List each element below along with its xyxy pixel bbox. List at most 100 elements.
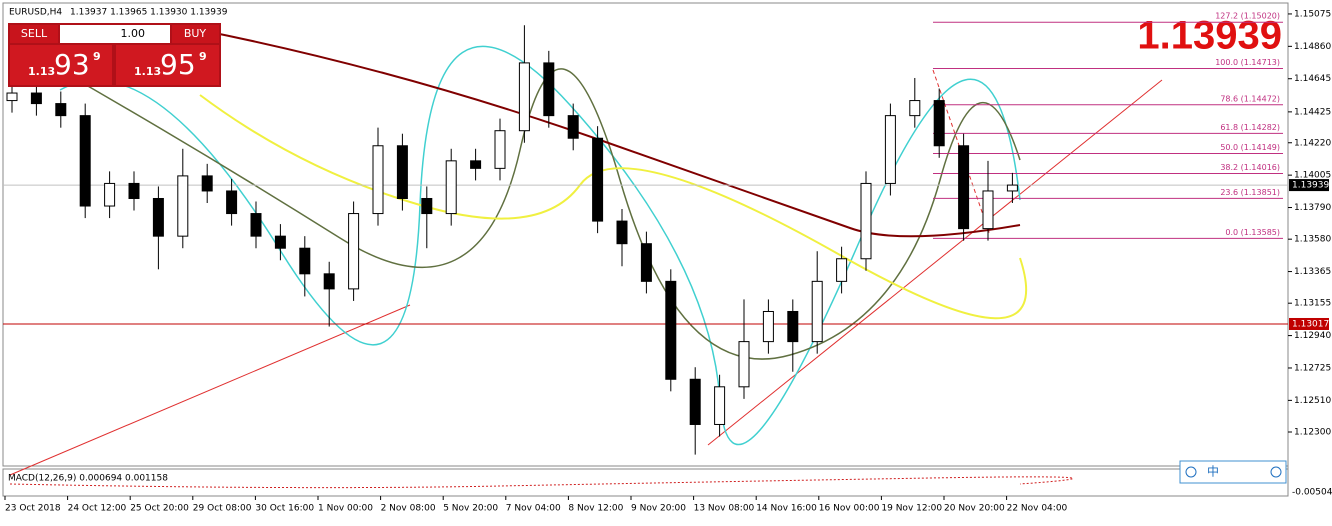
x-tick-label: 5 Nov 20:00 <box>443 504 498 514</box>
sell-price-pips: 93 <box>54 48 90 81</box>
x-tick-label: 7 Nov 04:00 <box>506 504 561 514</box>
candle-body <box>250 213 262 237</box>
candle-body <box>714 386 726 425</box>
fib-label: 78.6 (1.14472) <box>1220 94 1280 103</box>
candle-body <box>152 197 164 237</box>
y-tick-label: 1.14425 <box>1294 107 1331 117</box>
sell-price-frac: 9 <box>93 50 101 63</box>
x-tick-label: 19 Nov 12:00 <box>881 504 942 514</box>
candle-body <box>1006 184 1018 192</box>
big-price: 1.13939 <box>1137 14 1282 58</box>
buy-price-pips: 95 <box>160 48 196 81</box>
level-tag <box>1289 317 1329 330</box>
candle-body <box>836 258 848 282</box>
buy-price-frac: 9 <box>199 50 207 63</box>
candle-body <box>762 310 774 343</box>
buy-label[interactable]: BUY <box>184 27 207 40</box>
candle-body <box>128 182 140 199</box>
fib-label: 100.0 (1.14713) <box>1215 58 1280 67</box>
x-tick-label: 16 Nov 00:00 <box>819 504 880 514</box>
x-tick-label: 23 Oct 2018 <box>5 504 61 514</box>
x-tick-label: 30 Oct 16:00 <box>255 504 314 514</box>
x-tick-label: 20 Nov 20:00 <box>944 504 1005 514</box>
candle-body <box>396 145 408 199</box>
mid-ma <box>59 68 1021 360</box>
fast-ma <box>59 45 1021 446</box>
y-tick-label: 1.13790 <box>1294 203 1331 213</box>
candle-body <box>6 92 18 102</box>
x-tick-label: 14 Nov 16:00 <box>756 504 817 514</box>
candle-body <box>79 115 91 207</box>
y-tick-label: 1.12510 <box>1294 396 1331 406</box>
candle-body <box>30 92 42 105</box>
sell-button[interactable] <box>10 25 58 43</box>
x-tick-label: 25 Oct 20:00 <box>130 504 189 514</box>
long-ma <box>199 29 1021 238</box>
macd-signal <box>9 476 1074 489</box>
smile-icon[interactable] <box>1270 466 1282 478</box>
fib-label: 127.2 (1.15020) <box>1215 12 1280 21</box>
search-icon[interactable] <box>1185 466 1197 478</box>
candle-body <box>470 160 482 169</box>
candle-body <box>226 190 238 215</box>
y-tick-label: 1.13580 <box>1294 235 1331 245</box>
candle-body <box>55 103 67 117</box>
candle-body <box>104 182 116 207</box>
level-tag-label: 1.13017 <box>1292 319 1329 329</box>
trendline <box>707 79 1163 446</box>
fib-label: 61.8 (1.14282) <box>1220 123 1280 132</box>
macd-label: MACD(12,26,9) 0.000694 0.001158 <box>8 474 168 484</box>
y-tick-label: 1.14645 <box>1294 74 1331 84</box>
x-tick-label: 2 Nov 08:00 <box>381 504 436 514</box>
candle-body <box>543 62 555 117</box>
candle-body <box>640 243 652 282</box>
y-tick-label: 1.12940 <box>1294 331 1331 341</box>
toolbar-box <box>1179 460 1287 484</box>
candle-body <box>616 220 628 245</box>
buy-button[interactable] <box>172 25 219 43</box>
lot-value[interactable]: 1.00 <box>121 27 146 40</box>
x-tick-label: 8 Nov 12:00 <box>568 504 623 514</box>
toolbar: 中 <box>1179 460 1287 484</box>
slow-ma <box>199 94 1028 320</box>
candle-body <box>299 247 311 275</box>
candle-body <box>909 100 921 117</box>
y-tick-label: 1.12725 <box>1294 363 1331 373</box>
fib-label: 0.0 (1.13585) <box>1225 228 1280 237</box>
x-tick-label: 29 Oct 08:00 <box>193 504 252 514</box>
y-tick-label: 1.13365 <box>1294 267 1331 277</box>
candle-body <box>592 137 604 222</box>
candle-body <box>518 62 530 132</box>
toolbar-char[interactable]: 中 <box>1207 464 1219 479</box>
bid-tag-label: 1.13939 <box>1292 181 1329 191</box>
sell-price-big: 1.13 <box>28 65 55 78</box>
y-tick-label: 1.14860 <box>1294 42 1331 52</box>
candle-body <box>665 280 677 380</box>
candle-body <box>348 213 360 290</box>
fib-label: 23.6 (1.13851) <box>1220 188 1280 197</box>
y-tick-label: 1.12300 <box>1294 428 1331 438</box>
candle-body <box>811 280 823 343</box>
x-tick-label: 22 Nov 04:00 <box>1007 504 1068 514</box>
y-tick-label: 1.13155 <box>1294 299 1331 309</box>
y-tick-label: 1.14005 <box>1294 171 1331 181</box>
candle-body <box>274 235 286 249</box>
candle-body <box>567 115 579 139</box>
lot-input[interactable] <box>60 25 170 43</box>
candle-body <box>787 310 799 343</box>
buy-price-box[interactable] <box>116 45 219 85</box>
x-tick-label: 13 Nov 08:00 <box>694 504 755 514</box>
candle-body <box>958 145 970 230</box>
trade-panel: SELL 1.00 BUY 1.13 93 9 1.13 95 9 <box>8 23 221 87</box>
y-tick-label: 1.14220 <box>1294 138 1331 148</box>
sell-label[interactable]: SELL <box>21 27 48 40</box>
header-symbol: EURUSD,H4 <box>9 8 62 18</box>
candle-body <box>982 190 994 230</box>
fib-label: 50.0 (1.14149) <box>1220 143 1280 152</box>
sell-price-box[interactable] <box>10 45 112 85</box>
candle-body <box>860 182 872 260</box>
candle-body <box>421 197 433 215</box>
